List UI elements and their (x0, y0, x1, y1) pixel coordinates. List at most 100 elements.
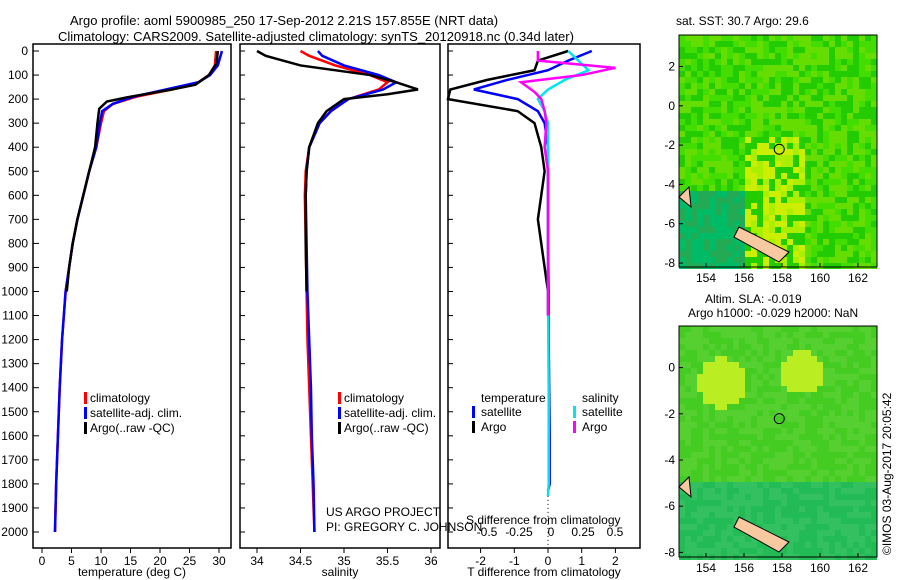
sla-map-cell (697, 506, 703, 512)
sst-map-cell (697, 83, 703, 89)
sla-map-cell (715, 362, 721, 368)
sst-map-cell (787, 143, 793, 149)
sst-map-cell (769, 233, 775, 239)
sst-map-cell (715, 95, 721, 101)
sla-map-cell (739, 356, 745, 362)
sst-map-cell (781, 89, 787, 95)
sst-map-cell (679, 107, 685, 113)
sst-map-cell (691, 41, 697, 47)
sst-map-cell (787, 119, 793, 125)
sst-map-cell (751, 89, 757, 95)
sst-map-cell (811, 101, 817, 107)
sla-map-cell (835, 548, 841, 554)
sla-map-cell (799, 446, 805, 452)
sla-map-cell (697, 350, 703, 356)
sla-map-cell (769, 470, 775, 476)
sst-map-cell (793, 131, 799, 137)
sla-map-cell (751, 446, 757, 452)
sst-map-cell (715, 131, 721, 137)
sla-map-cell (751, 428, 757, 434)
sla-map-cell (871, 530, 877, 536)
sst-map-cell (721, 149, 727, 155)
sst-map-cell (781, 137, 787, 143)
sla-map-cell (859, 452, 865, 458)
sst-map-cell (865, 263, 871, 269)
sla-map-cell (769, 350, 775, 356)
legend-label: Argo (582, 420, 608, 434)
sst-map-cell (781, 155, 787, 161)
sst-map-cell (727, 65, 733, 71)
sst-map-cell (847, 101, 853, 107)
sst-map-cell (715, 65, 721, 71)
sla-map-cell (793, 482, 799, 488)
sst-map-cell (739, 215, 745, 221)
sst-map-cell (679, 245, 685, 251)
sla-map-cell (847, 476, 853, 482)
sla-map-cell (799, 350, 805, 356)
sla-map-cell (853, 488, 859, 494)
sla-map-cell (847, 350, 853, 356)
sst-map-cell (865, 251, 871, 257)
sst-map-cell (745, 245, 751, 251)
sla-map-cell (805, 452, 811, 458)
sst-map-cell (823, 209, 829, 215)
sst-map-cell (805, 101, 811, 107)
sla-map-cell (703, 440, 709, 446)
sla-map-cell (847, 410, 853, 416)
sla-map-cell (721, 350, 727, 356)
sla-map-cell (763, 476, 769, 482)
sla-map-cell (865, 548, 871, 554)
sla-map-cell (817, 470, 823, 476)
sla-map-cell (697, 470, 703, 476)
sla-map-cell (841, 518, 847, 524)
sst-map-cell (823, 53, 829, 59)
sst-map-cell (841, 77, 847, 83)
sst-map-cell (799, 83, 805, 89)
sst-map-cell (739, 107, 745, 113)
sla-map-cell (841, 464, 847, 470)
sla-map-cell (703, 464, 709, 470)
sst-map-cell (703, 215, 709, 221)
sla-map-cell (781, 428, 787, 434)
sst-map-cell (859, 35, 865, 41)
sla-map-cell (733, 416, 739, 422)
sla-map-cell (751, 422, 757, 428)
sla-map-cell (775, 362, 781, 368)
sla-map-cell (823, 356, 829, 362)
sst-map-cell (859, 59, 865, 65)
sla-map-cell (859, 380, 865, 386)
sst-map-cell (781, 239, 787, 245)
sla-map-cell (691, 398, 697, 404)
sla-map-cell (763, 422, 769, 428)
sst-map-cell (859, 263, 865, 269)
sst-map-cell (715, 71, 721, 77)
sst-map-cell (781, 245, 787, 251)
sst-map-cell (853, 245, 859, 251)
sst-map-cell (847, 59, 853, 65)
sla-map-cell (865, 350, 871, 356)
sla-map-cell (841, 542, 847, 548)
sla-map-cell (739, 392, 745, 398)
sst-map-cell (823, 191, 829, 197)
sst-map-cell (841, 251, 847, 257)
sla-map-cell (811, 368, 817, 374)
sla-map-title1: Altim. SLA: -0.019 (705, 292, 802, 306)
sla-map-cell (871, 422, 877, 428)
sst-map-cell (775, 131, 781, 137)
sla-map-cell (853, 482, 859, 488)
sst-map-cell (781, 125, 787, 131)
sla-map-cell (769, 386, 775, 392)
sst-map-cell (691, 233, 697, 239)
sla-map-cell (811, 428, 817, 434)
sla-map-cell (757, 482, 763, 488)
sla-map-cell (763, 428, 769, 434)
y-tick-label: 900 (8, 260, 28, 274)
sst-map-cell (817, 251, 823, 257)
sla-map-cell (757, 500, 763, 506)
sst-map-cell (739, 35, 745, 41)
sla-map-cell (811, 530, 817, 536)
sst-map-cell (703, 47, 709, 53)
sst-map-cell (799, 257, 805, 263)
sst-map-cell (769, 239, 775, 245)
sla-map-cell (703, 350, 709, 356)
